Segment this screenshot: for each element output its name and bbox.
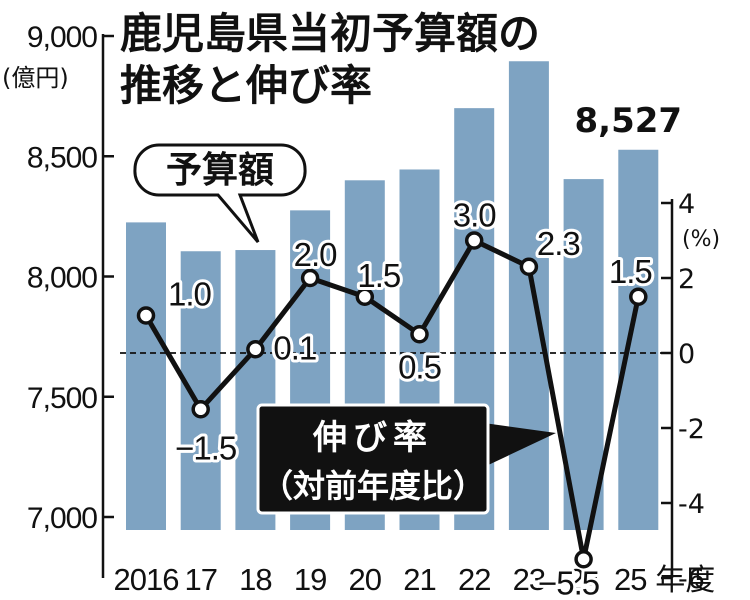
callout-budget: 予算額 (133, 143, 307, 243)
right-tick-label-4: 4 (678, 189, 695, 220)
x-tick-18: 18 (239, 562, 271, 597)
x-tick-21: 21 (403, 562, 435, 597)
rate-value-label-2016: 1.0 (168, 276, 212, 313)
rate-point-18 (246, 340, 265, 359)
rate-point-2016 (136, 306, 156, 325)
rate-value-label-18: 0.1 (273, 329, 316, 366)
x-tick-17: 17 (184, 562, 216, 597)
rate-value-label-21: 0.5 (398, 348, 441, 385)
rate-value-label-23: 2.3 (537, 225, 580, 262)
right-tick-label--4: -4 (678, 489, 705, 520)
rate-point-23 (519, 257, 539, 276)
chart-title-line-1: 鹿児島県当初予算額の (120, 9, 540, 58)
x-tick-23: 23 (513, 562, 545, 597)
rate-point-25 (629, 287, 648, 306)
bar-24 (563, 179, 604, 530)
callout-rate-subtitle: （対前年度比） (261, 467, 485, 505)
x-tick-25: 25 (614, 562, 646, 597)
left-axis-unit: (億円) (2, 64, 69, 92)
x-tick-2016: 2016 (114, 562, 179, 597)
callout-rate: 伸び率 （対前年度比） (256, 403, 556, 515)
rate-point-21 (410, 325, 429, 344)
labels-layer: 8,527 1.0 −1.5 0.1 2.0 1.5 0.5 3.0 2.3 −5.5 1.5 (165, 101, 683, 600)
left-tick-label-8000: 8,000 (27, 262, 97, 295)
left-tick-label-8500: 8,500 (27, 141, 97, 174)
axes-layer: 7,000 7,500 8,000 8,500 9,000 -6 -4 -2 0 2 4 2016 17… (27, 21, 715, 598)
rate-point-20 (355, 287, 375, 306)
left-tick-label-9000: 9,000 (27, 21, 97, 54)
rate-point-22 (464, 231, 484, 250)
callout-budget-text: 予算額 (166, 150, 274, 191)
bar-value-label-25: 8,527 (575, 101, 683, 141)
right-tick-label-0: 0 (678, 339, 695, 370)
rate-point-17 (191, 400, 210, 419)
rate-line (143, 238, 641, 562)
rate-point-19 (300, 268, 320, 288)
x-tick-20: 20 (349, 562, 382, 597)
chart-title-line-2: 推移と伸び率 (120, 61, 372, 110)
rate-value-label-17: −1.5 (175, 429, 236, 466)
rate-value-label-20: 1.5 (357, 257, 400, 294)
x-tick-22: 22 (458, 562, 490, 597)
left-tick-label-7000: 7,000 (27, 502, 97, 535)
right-axis-unit: (%) (682, 227, 720, 252)
x-tick-19: 19 (294, 562, 326, 597)
callout-rate-box (256, 403, 490, 515)
right-tick-label--2: -2 (678, 414, 705, 445)
rate-value-label-19: 2.0 (294, 236, 338, 273)
bar-23 (508, 61, 549, 530)
callout-budget-bubble (133, 143, 307, 243)
rate-point-24 (574, 550, 593, 569)
rate-value-label-25: 1.5 (609, 253, 652, 290)
right-tick-label-2: 2 (678, 264, 695, 295)
bar-2016 (126, 222, 166, 530)
rate-value-label-22: 3.0 (453, 197, 497, 234)
x-tick-suffix: 年度 (655, 563, 715, 598)
callout-rate-title: 伸び率 (312, 418, 433, 458)
line-layer (136, 231, 648, 569)
bar-25 (618, 149, 659, 530)
rate-value-label-24: −5.5 (538, 564, 599, 600)
right-tick-label--6: -6 (678, 564, 705, 595)
callout-rate-tail (484, 423, 556, 467)
left-tick-label-7500: 7,500 (27, 382, 97, 415)
